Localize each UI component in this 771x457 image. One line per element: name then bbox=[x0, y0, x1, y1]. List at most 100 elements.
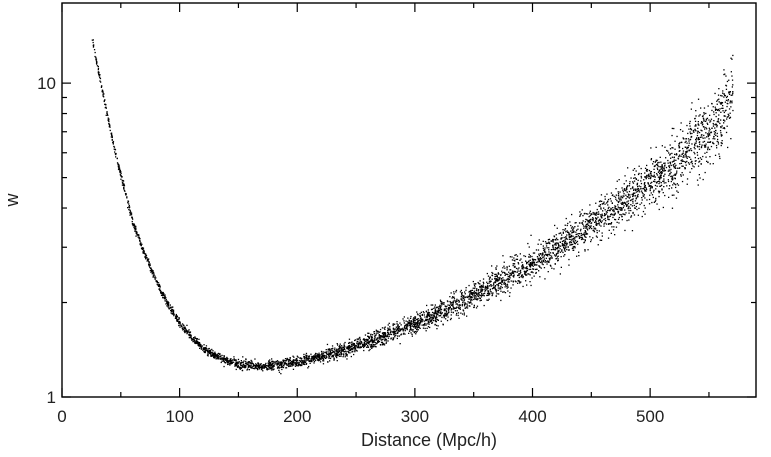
data-point bbox=[656, 173, 658, 175]
data-point bbox=[666, 149, 668, 152]
data-point bbox=[708, 127, 710, 129]
data-point bbox=[445, 318, 447, 320]
data-point bbox=[167, 304, 169, 306]
data-point bbox=[671, 178, 673, 180]
data-point bbox=[428, 322, 430, 324]
data-point bbox=[508, 265, 510, 267]
data-point bbox=[559, 273, 561, 275]
data-point bbox=[664, 173, 666, 175]
data-point bbox=[469, 305, 471, 307]
data-point bbox=[625, 198, 627, 200]
data-point bbox=[487, 299, 489, 301]
data-point bbox=[247, 363, 249, 366]
data-point bbox=[237, 365, 239, 368]
data-point bbox=[275, 360, 277, 363]
data-point bbox=[710, 120, 712, 122]
data-point bbox=[354, 346, 356, 348]
data-point bbox=[347, 347, 349, 349]
data-point bbox=[268, 368, 270, 370]
data-point bbox=[344, 348, 346, 351]
data-point bbox=[579, 215, 581, 217]
data-point bbox=[627, 207, 630, 209]
data-point bbox=[685, 151, 687, 153]
data-point bbox=[196, 341, 198, 343]
data-point bbox=[434, 316, 436, 318]
data-point bbox=[562, 232, 564, 234]
data-point bbox=[465, 289, 467, 291]
data-point bbox=[712, 142, 714, 144]
data-point bbox=[433, 314, 435, 317]
data-point bbox=[717, 108, 720, 111]
data-point bbox=[620, 199, 622, 201]
data-point bbox=[586, 233, 589, 235]
data-point bbox=[635, 170, 637, 172]
data-point bbox=[214, 351, 216, 353]
data-point bbox=[479, 300, 481, 302]
data-point bbox=[563, 255, 565, 257]
data-point bbox=[509, 273, 511, 275]
data-point bbox=[133, 225, 135, 227]
data-point bbox=[705, 156, 707, 158]
data-point bbox=[284, 358, 287, 360]
data-point bbox=[298, 363, 300, 365]
data-point bbox=[439, 306, 441, 308]
data-point bbox=[487, 290, 489, 292]
data-point bbox=[240, 360, 242, 362]
data-point bbox=[240, 364, 242, 367]
data-point bbox=[724, 101, 726, 103]
data-point bbox=[568, 258, 570, 261]
data-point bbox=[696, 145, 698, 147]
data-point bbox=[640, 180, 642, 182]
data-point bbox=[458, 301, 460, 303]
data-point bbox=[398, 335, 400, 337]
data-point bbox=[262, 364, 265, 366]
data-point bbox=[227, 361, 229, 363]
data-point bbox=[707, 161, 709, 164]
data-point bbox=[488, 285, 491, 287]
data-point bbox=[646, 168, 648, 171]
data-point bbox=[568, 264, 570, 266]
y-tick-label: 1 bbox=[47, 388, 56, 407]
data-point bbox=[671, 179, 674, 181]
data-point bbox=[461, 303, 463, 306]
data-point bbox=[587, 221, 589, 223]
data-point bbox=[128, 206, 130, 208]
data-point bbox=[470, 298, 472, 301]
data-point bbox=[632, 182, 635, 184]
data-point bbox=[92, 44, 94, 46]
data-point bbox=[364, 334, 367, 336]
data-point bbox=[572, 247, 574, 249]
data-point bbox=[435, 314, 438, 316]
data-point bbox=[576, 229, 578, 231]
data-point bbox=[466, 315, 468, 317]
data-point bbox=[608, 223, 610, 225]
data-point bbox=[96, 63, 98, 65]
data-point bbox=[703, 120, 705, 122]
data-point bbox=[713, 130, 715, 133]
data-point bbox=[358, 347, 360, 349]
data-point bbox=[398, 327, 400, 329]
data-point bbox=[664, 169, 667, 172]
data-point bbox=[522, 266, 524, 268]
data-point bbox=[381, 343, 384, 345]
data-point bbox=[184, 328, 186, 330]
data-point bbox=[653, 189, 655, 191]
data-point bbox=[709, 128, 711, 131]
data-point bbox=[236, 362, 238, 364]
data-point bbox=[695, 160, 697, 162]
data-point bbox=[444, 312, 446, 314]
data-point bbox=[690, 128, 692, 130]
data-point bbox=[143, 252, 145, 254]
data-point bbox=[557, 252, 559, 254]
data-point bbox=[615, 198, 617, 200]
data-point bbox=[649, 194, 651, 196]
data-point bbox=[425, 310, 427, 312]
data-point bbox=[732, 109, 734, 112]
data-point bbox=[716, 140, 718, 143]
data-point bbox=[348, 352, 350, 354]
data-point bbox=[250, 359, 252, 362]
data-point bbox=[342, 356, 344, 358]
data-point bbox=[610, 207, 612, 209]
data-point bbox=[469, 294, 471, 296]
data-point bbox=[529, 264, 531, 266]
